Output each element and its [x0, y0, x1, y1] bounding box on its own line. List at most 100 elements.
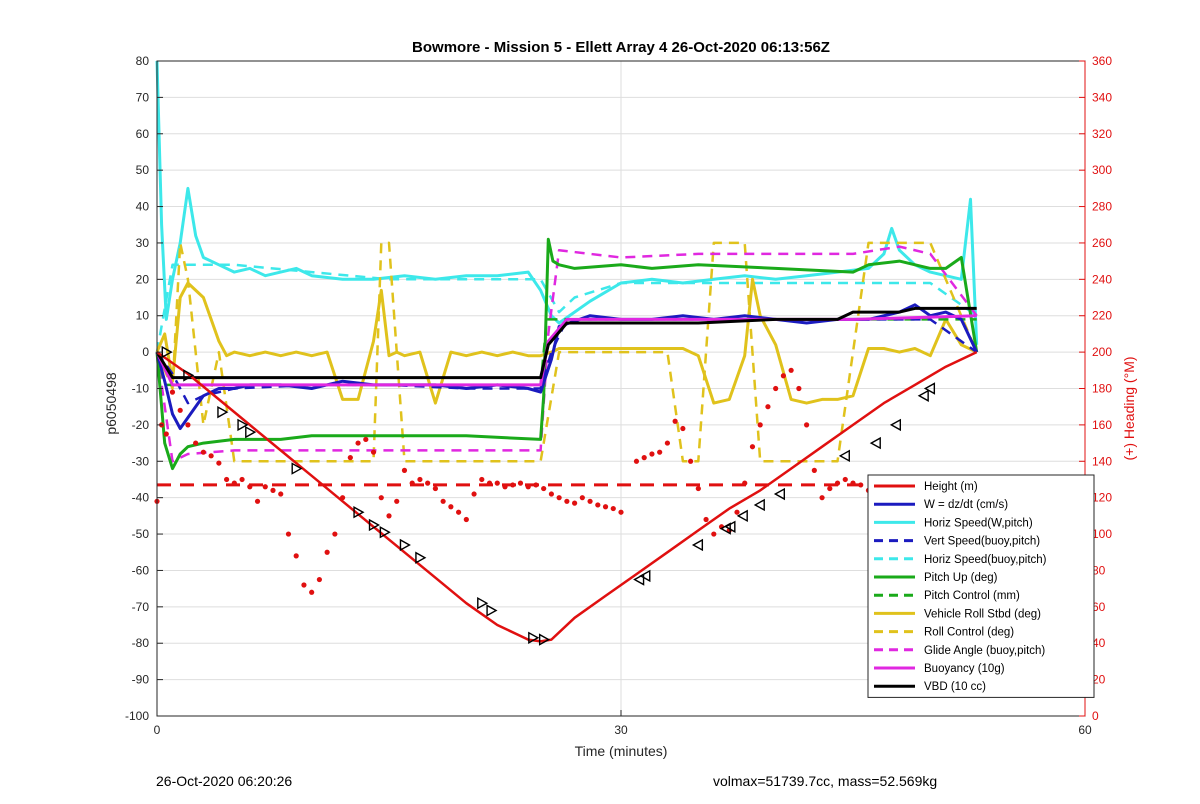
y2-tick-label: 80 — [1092, 563, 1106, 577]
height-marker — [399, 538, 411, 552]
legend-label: Vehicle Roll Stbd (deg) — [924, 608, 1041, 620]
series-vbd-10-cc — [155, 306, 977, 380]
y2-tick-label: 240 — [1092, 272, 1112, 286]
heading-point — [695, 485, 701, 492]
heading-point — [757, 422, 763, 428]
heading-point — [610, 505, 616, 512]
legend-label: Roll Control (deg) — [924, 627, 1014, 639]
heading-point — [533, 482, 539, 488]
y-tick-label: 10 — [136, 309, 150, 323]
heading-point — [564, 498, 570, 504]
heading-point — [432, 485, 438, 492]
heading-point — [602, 504, 609, 510]
heading-point — [595, 502, 601, 508]
heading-point — [471, 491, 477, 497]
y2-tick-label: 0 — [1092, 709, 1099, 723]
heading-point — [293, 553, 299, 559]
legend-label: Horiz Speed(W,pitch) — [924, 517, 1033, 529]
heading-point — [479, 476, 485, 483]
heading-point — [711, 531, 717, 537]
heading-point — [370, 449, 377, 455]
y-tick-label: -20 — [132, 418, 150, 432]
series-horiz-speed-buoy-pitch — [155, 263, 978, 353]
heading-point — [409, 480, 415, 486]
plot-series — [154, 60, 1085, 646]
y-tick-label: 80 — [136, 54, 150, 68]
legend-label: Pitch Up (deg) — [924, 572, 998, 584]
y2-tick-label: 20 — [1092, 673, 1106, 687]
heading-point — [664, 440, 671, 446]
y-tick-label: -100 — [125, 709, 149, 723]
heading-point — [804, 422, 810, 428]
heading-point — [200, 449, 206, 455]
y-tick-label: 30 — [136, 236, 150, 250]
height-marker — [736, 509, 748, 523]
heading-point — [502, 484, 508, 490]
y-tick-label: 20 — [136, 272, 150, 286]
y-tick-label: 0 — [142, 345, 149, 359]
y2-tick-label: 160 — [1092, 418, 1112, 432]
height-marker — [923, 382, 936, 395]
legend-label: W = dz/dt (cm/s) — [924, 499, 1008, 511]
heading-point — [858, 482, 864, 488]
heading-point — [163, 431, 169, 437]
heading-point — [765, 404, 771, 410]
y-tick-label: -50 — [132, 527, 150, 541]
heading-point — [169, 389, 176, 395]
legend-label: VBD (10 cc) — [924, 681, 986, 693]
heading-point — [224, 476, 230, 483]
y-tick-label: -70 — [132, 600, 150, 614]
heading-point — [749, 444, 756, 450]
height-marker — [838, 449, 850, 463]
height-marker — [869, 436, 881, 450]
heading-point — [541, 485, 547, 492]
series-height-m — [156, 350, 978, 643]
heading-point — [285, 531, 292, 537]
y-axis-label: p6050498 — [103, 372, 119, 435]
height-marker — [217, 405, 229, 419]
heading-point — [556, 495, 562, 501]
y-tick-label: -40 — [132, 491, 150, 505]
y-tick-label: -80 — [132, 636, 150, 650]
series-vehicle-roll-stbd-deg — [155, 277, 978, 405]
legend-label: Buoyancy (10g) — [924, 663, 1005, 675]
heading-point — [796, 385, 802, 392]
heading-point — [262, 484, 268, 490]
legend-label: Horiz Speed(buoy,pitch) — [924, 554, 1047, 566]
x-tick-label: 0 — [154, 723, 161, 737]
height-marker — [889, 418, 902, 432]
height-marker — [538, 633, 551, 646]
heading-point — [525, 484, 531, 490]
y-tick-label: -10 — [132, 382, 150, 396]
y2-tick-label: 60 — [1092, 600, 1106, 614]
legend-label: Pitch Control (mm) — [924, 590, 1020, 602]
height-marker — [353, 506, 365, 519]
heading-point — [386, 513, 392, 519]
series-horiz-speed-w-pitch — [155, 60, 979, 345]
heading-point — [185, 422, 191, 428]
heading-point — [324, 549, 330, 555]
heading-point — [316, 576, 322, 583]
height-marker — [724, 520, 736, 533]
heading-point — [463, 516, 469, 523]
heading-point — [587, 498, 593, 504]
y2-tick-label: 120 — [1092, 491, 1112, 505]
y2-tick-label: 260 — [1092, 236, 1112, 250]
y2-tick-label: 280 — [1092, 200, 1112, 214]
height-marker — [183, 369, 195, 382]
heading-point — [811, 467, 817, 473]
height-marker — [639, 569, 651, 583]
heading-point — [641, 455, 647, 461]
heading-point — [773, 385, 779, 392]
heading-point — [363, 436, 369, 443]
y2-tick-label: 360 — [1092, 54, 1112, 68]
legend-label: Glide Angle (buoy,pitch) — [924, 645, 1045, 657]
heading-point — [208, 453, 214, 459]
series-height-markers — [161, 345, 936, 646]
axis-ticks: -100-90-80-70-60-50-40-30-20-10010203040… — [125, 54, 1112, 737]
y-tick-label: 60 — [136, 127, 150, 141]
y-tick-label: 50 — [136, 163, 150, 177]
height-marker — [633, 573, 645, 586]
heading-point — [456, 509, 462, 515]
